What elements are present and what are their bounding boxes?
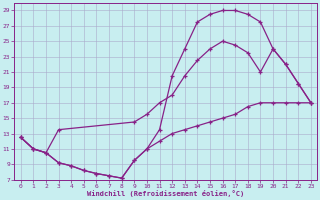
X-axis label: Windchill (Refroidissement éolien,°C): Windchill (Refroidissement éolien,°C) <box>87 190 244 197</box>
